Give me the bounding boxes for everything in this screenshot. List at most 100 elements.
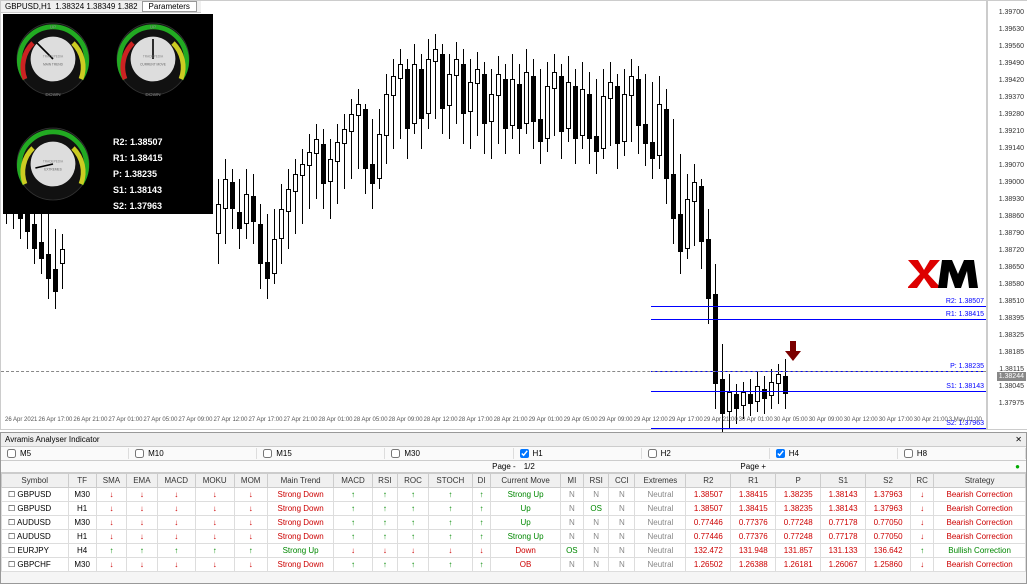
- arrow-cell: ↓: [157, 488, 195, 502]
- extreme-cell: N: [609, 488, 635, 502]
- pivot-cell: 0.77178: [821, 530, 866, 544]
- timeframe-tab[interactable]: H1: [514, 448, 642, 459]
- price-tick: 1.38580: [999, 281, 1024, 288]
- timeframe-checkbox[interactable]: [391, 449, 400, 458]
- pivot-cell: 1.38415: [731, 488, 776, 502]
- arrow-cell: ↑: [398, 530, 429, 544]
- table-row[interactable]: ☐ GBPCHFM30↓↓↓↓↓Strong Down↑↑↑↑↑OBNNNNeu…: [2, 558, 1026, 572]
- column-header[interactable]: MI: [560, 474, 583, 488]
- column-header[interactable]: Main Trend: [267, 474, 334, 488]
- column-header[interactable]: STOCH: [429, 474, 473, 488]
- page-prev[interactable]: Page -: [492, 462, 516, 471]
- timeframe-tab[interactable]: H4: [770, 448, 898, 459]
- column-header[interactable]: MOM: [234, 474, 267, 488]
- time-tick: 30 Apr 21:00: [914, 417, 948, 429]
- arrow-cell: ↓: [96, 558, 126, 572]
- timeframe-tab[interactable]: H2: [642, 448, 770, 459]
- pivot-cell: 1.26388: [731, 558, 776, 572]
- svg-text:CURRENT MOVE: CURRENT MOVE: [140, 62, 166, 66]
- current-move-cell: Up: [491, 516, 560, 530]
- current-move-cell: Down: [491, 544, 560, 558]
- down-arrow-icon: [785, 341, 801, 366]
- column-header[interactable]: RC: [911, 474, 934, 488]
- arrow-cell: ↑: [472, 488, 491, 502]
- panel-title-bar: Avramis Analyser Indicator ✕: [1, 433, 1026, 447]
- price-tick: 1.39420: [999, 77, 1024, 84]
- extreme-cell: N: [583, 516, 608, 530]
- pivot-cell: 0.77248: [776, 530, 821, 544]
- current-move-cell: Strong Up: [491, 530, 560, 544]
- time-tick: 28 Apr 17:00: [459, 417, 493, 429]
- column-header[interactable]: R1: [731, 474, 776, 488]
- column-header[interactable]: R2: [686, 474, 731, 488]
- chart-header: GBPUSD,H1 1.38324 1.38349 1.382 Paramete…: [1, 1, 201, 13]
- column-header[interactable]: Current Move: [491, 474, 560, 488]
- table-row[interactable]: ☐ GBPUSDH1↓↓↓↓↓Strong Down↑↑↑↑↑UpNOSNNeu…: [2, 502, 1026, 516]
- price-tick: 1.39140: [999, 145, 1024, 152]
- table-row[interactable]: ☐ GBPUSDM30↓↓↓↓↓Strong Down↑↑↑↑↑Strong U…: [2, 488, 1026, 502]
- pivot-cell: 1.38143: [821, 502, 866, 516]
- arrow-cell: ↑: [372, 488, 397, 502]
- arrow-cell: ↑: [234, 544, 267, 558]
- column-header[interactable]: CCI: [609, 474, 635, 488]
- column-header[interactable]: S2: [866, 474, 911, 488]
- pivot-cell: 131.948: [731, 544, 776, 558]
- table-row[interactable]: ☐ AUDUSDM30↓↓↓↓↓Strong Down↑↑↑↑↑UpNNNNeu…: [2, 516, 1026, 530]
- table-header-row: SymbolTFSMAEMAMACDMOKUMOMMain TrendMACDR…: [2, 474, 1026, 488]
- arrow-cell: ↑: [429, 516, 473, 530]
- pivot-line: [651, 319, 986, 320]
- arrow-cell: ↓: [96, 530, 126, 544]
- price-tick: 1.38395: [999, 315, 1024, 322]
- arrow-cell: ↓: [398, 544, 429, 558]
- column-header[interactable]: Symbol: [2, 474, 69, 488]
- column-header[interactable]: Extremes: [635, 474, 686, 488]
- column-header[interactable]: ROC: [398, 474, 429, 488]
- column-header[interactable]: SMA: [96, 474, 126, 488]
- timeframe-checkbox[interactable]: [904, 449, 913, 458]
- arrow-cell: ↑: [372, 558, 397, 572]
- pivot-s1: S1: 1.38143: [113, 182, 208, 198]
- page-next[interactable]: Page +: [740, 462, 766, 471]
- extreme-cell: N: [609, 558, 635, 572]
- arrow-cell: ↑: [398, 488, 429, 502]
- column-header[interactable]: P: [776, 474, 821, 488]
- arrow-cell: ↓: [96, 502, 126, 516]
- column-header[interactable]: RSI: [583, 474, 608, 488]
- main-trend-cell: Strong Down: [267, 488, 334, 502]
- column-header[interactable]: MACD: [334, 474, 372, 488]
- table-row[interactable]: ☐ EURJPYH4↑↑↑↑↑Strong Up↓↓↓↓↓DownOSNNNeu…: [2, 544, 1026, 558]
- chart-area[interactable]: GBPUSD,H1 1.38324 1.38349 1.382 Paramete…: [0, 0, 987, 430]
- column-header[interactable]: TF: [68, 474, 96, 488]
- timeframe-tab[interactable]: M30: [385, 448, 513, 459]
- timeframe-checkbox[interactable]: [135, 449, 144, 458]
- timeframe-tab[interactable]: M10: [129, 448, 257, 459]
- column-header[interactable]: MACD: [157, 474, 195, 488]
- time-tick: 26 Apr 21:00: [73, 417, 107, 429]
- column-header[interactable]: S1: [821, 474, 866, 488]
- panel-title: Avramis Analyser Indicator: [5, 435, 100, 444]
- timeframe-checkbox[interactable]: [648, 449, 657, 458]
- rc-cell: ↓: [911, 530, 934, 544]
- arrow-cell: ↑: [429, 558, 473, 572]
- timeframe-tab[interactable]: M5: [1, 448, 129, 459]
- timeframe-checkbox[interactable]: [263, 449, 272, 458]
- arrow-cell: ↓: [157, 530, 195, 544]
- timeframe-tab[interactable]: M15: [257, 448, 385, 459]
- table-row[interactable]: ☐ AUDUSDH1↓↓↓↓↓Strong Down↑↑↑↑↑Strong Up…: [2, 530, 1026, 544]
- timeframe-tab[interactable]: H8: [898, 448, 1026, 459]
- column-header[interactable]: RSI: [372, 474, 397, 488]
- parameters-tab[interactable]: Parameters: [142, 1, 197, 12]
- timeframe-checkbox[interactable]: [520, 449, 529, 458]
- column-header[interactable]: MOKU: [195, 474, 234, 488]
- timeframe-checkbox[interactable]: [7, 449, 16, 458]
- column-header[interactable]: Strategy: [934, 474, 1026, 488]
- extreme-cell: N: [583, 530, 608, 544]
- xm-logo: [908, 256, 978, 295]
- column-header[interactable]: EMA: [127, 474, 157, 488]
- panel-close-icon[interactable]: ✕: [1015, 435, 1022, 444]
- column-header[interactable]: DI: [472, 474, 491, 488]
- time-tick: 27 Apr 09:00: [178, 417, 212, 429]
- timeframe-checkbox[interactable]: [776, 449, 785, 458]
- pivot-cell: 131.133: [821, 544, 866, 558]
- arrow-cell: ↓: [157, 558, 195, 572]
